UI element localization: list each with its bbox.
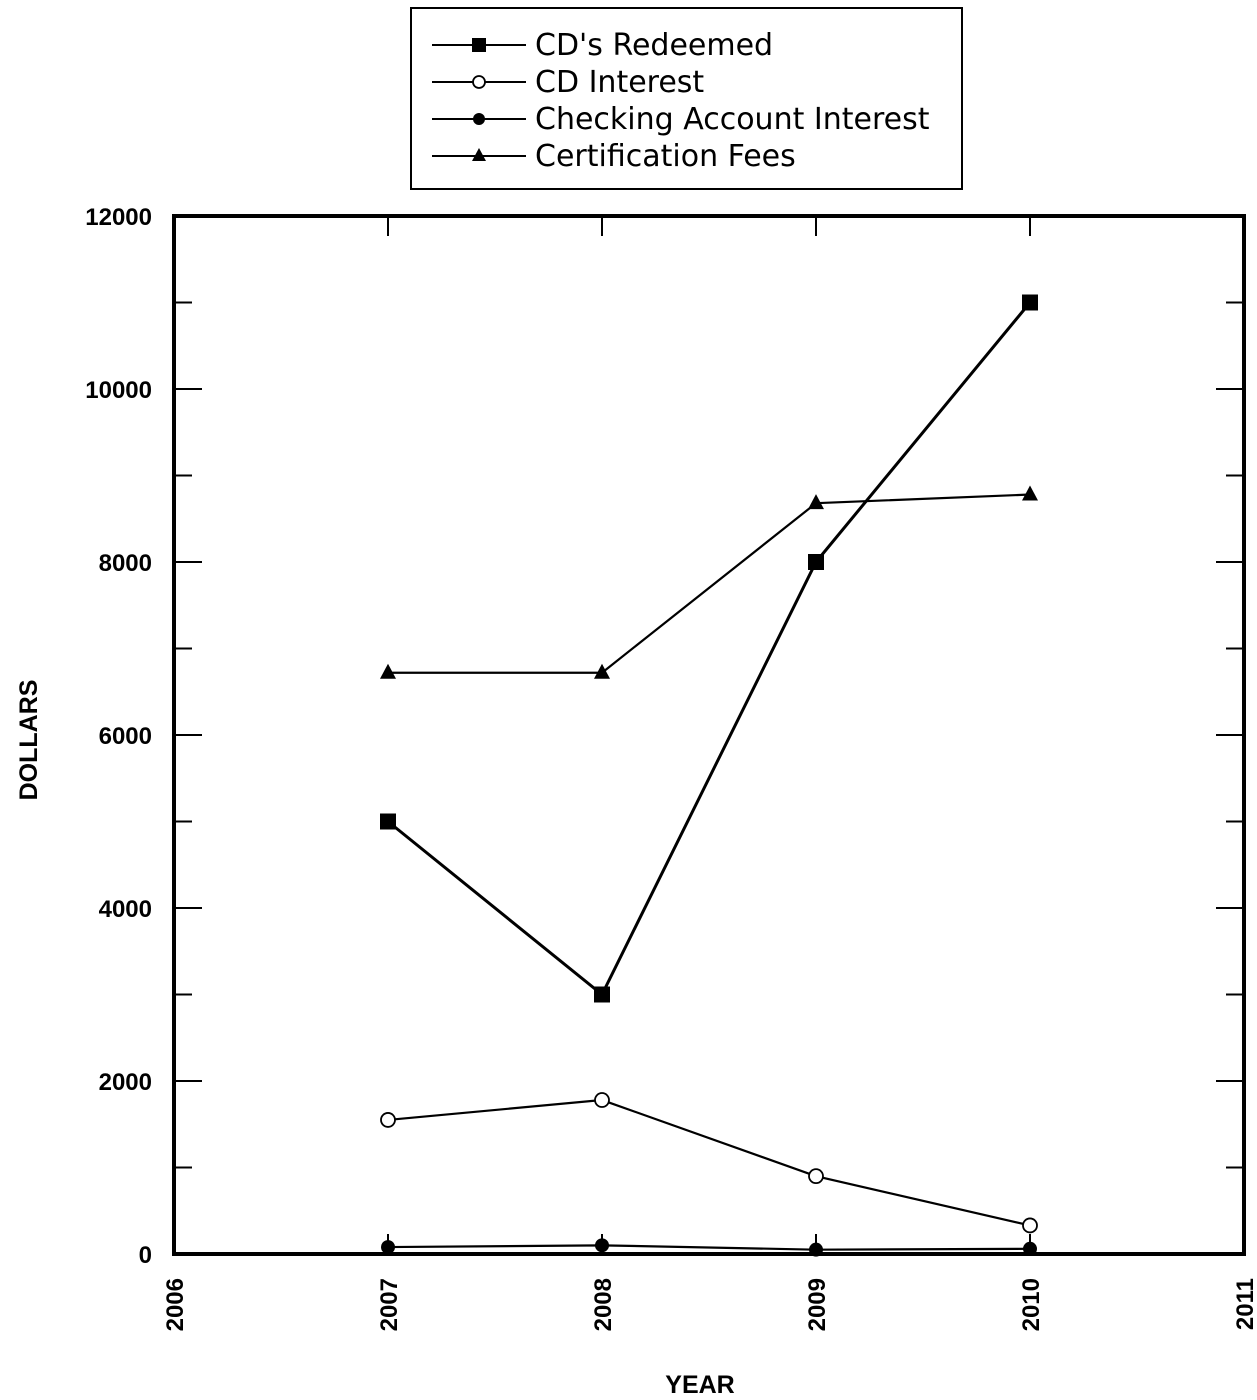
data-point <box>1022 1217 1038 1234</box>
data-point <box>808 1168 824 1185</box>
x-tick-label: 2011 <box>1232 1278 1257 1330</box>
legend-frame <box>410 7 963 190</box>
x-tick-label: 2007 <box>376 1278 403 1331</box>
series-layer <box>380 294 1038 1257</box>
series-line <box>387 1098 1031 1227</box>
data-point <box>808 554 824 570</box>
legend-label: Certification Fees <box>535 139 796 174</box>
legend-marker <box>472 148 486 161</box>
data-point <box>381 1240 395 1255</box>
series-4 <box>380 485 1038 679</box>
x-tick-label: 2010 <box>1018 1278 1045 1331</box>
y-tick-label: 12000 <box>85 204 152 231</box>
legend-marker <box>472 38 486 52</box>
series-line <box>387 301 1032 997</box>
legend-marker <box>473 113 485 125</box>
data-point <box>594 663 610 679</box>
y-tick-label: 10000 <box>85 377 152 404</box>
data-point <box>594 1092 610 1108</box>
series-3 <box>381 1238 1037 1257</box>
x-tick-label: 2009 <box>804 1278 831 1331</box>
data-point <box>380 1112 396 1128</box>
series-1 <box>380 294 1038 1003</box>
data-point <box>380 813 396 830</box>
y-axis-title: DOLLARS <box>15 680 43 801</box>
legend-label: CD's Redeemed <box>535 28 773 63</box>
series-2 <box>380 1092 1038 1234</box>
legend-label: CD Interest <box>535 65 704 100</box>
data-point <box>808 494 824 510</box>
legend-item: Certification Fees <box>432 139 796 174</box>
data-point <box>594 986 610 1003</box>
y-tick-label: 6000 <box>99 723 152 750</box>
y-tick-label: 8000 <box>99 550 152 577</box>
x-tick-label: 2006 <box>162 1278 189 1331</box>
data-point <box>1022 294 1038 311</box>
data-point <box>595 1238 609 1253</box>
series-line <box>387 1244 1031 1251</box>
x-tick-label: 2008 <box>590 1278 617 1331</box>
data-point <box>1023 1241 1037 1256</box>
axis-ticks: 2006 2007 2008 2009 2010 2011 0 2000 4000 6000 800… <box>85 204 1257 1331</box>
legend-item: CD's Redeemed <box>432 28 773 63</box>
data-point <box>1022 485 1038 501</box>
legend-item: Checking Account Interest <box>432 102 930 137</box>
series-line <box>388 493 1031 674</box>
data-point <box>380 663 396 679</box>
data-point <box>809 1242 823 1257</box>
y-tick-label: 4000 <box>99 896 152 923</box>
legend-item: CD Interest <box>432 65 704 100</box>
x-axis-title: YEAR <box>665 1371 734 1399</box>
y-tick-label: 2000 <box>99 1069 152 1096</box>
legend-marker <box>472 75 486 89</box>
legend-label: Checking Account Interest <box>535 102 930 137</box>
y-tick-label: 0 <box>139 1242 152 1269</box>
plot-frame <box>172 214 1246 1256</box>
